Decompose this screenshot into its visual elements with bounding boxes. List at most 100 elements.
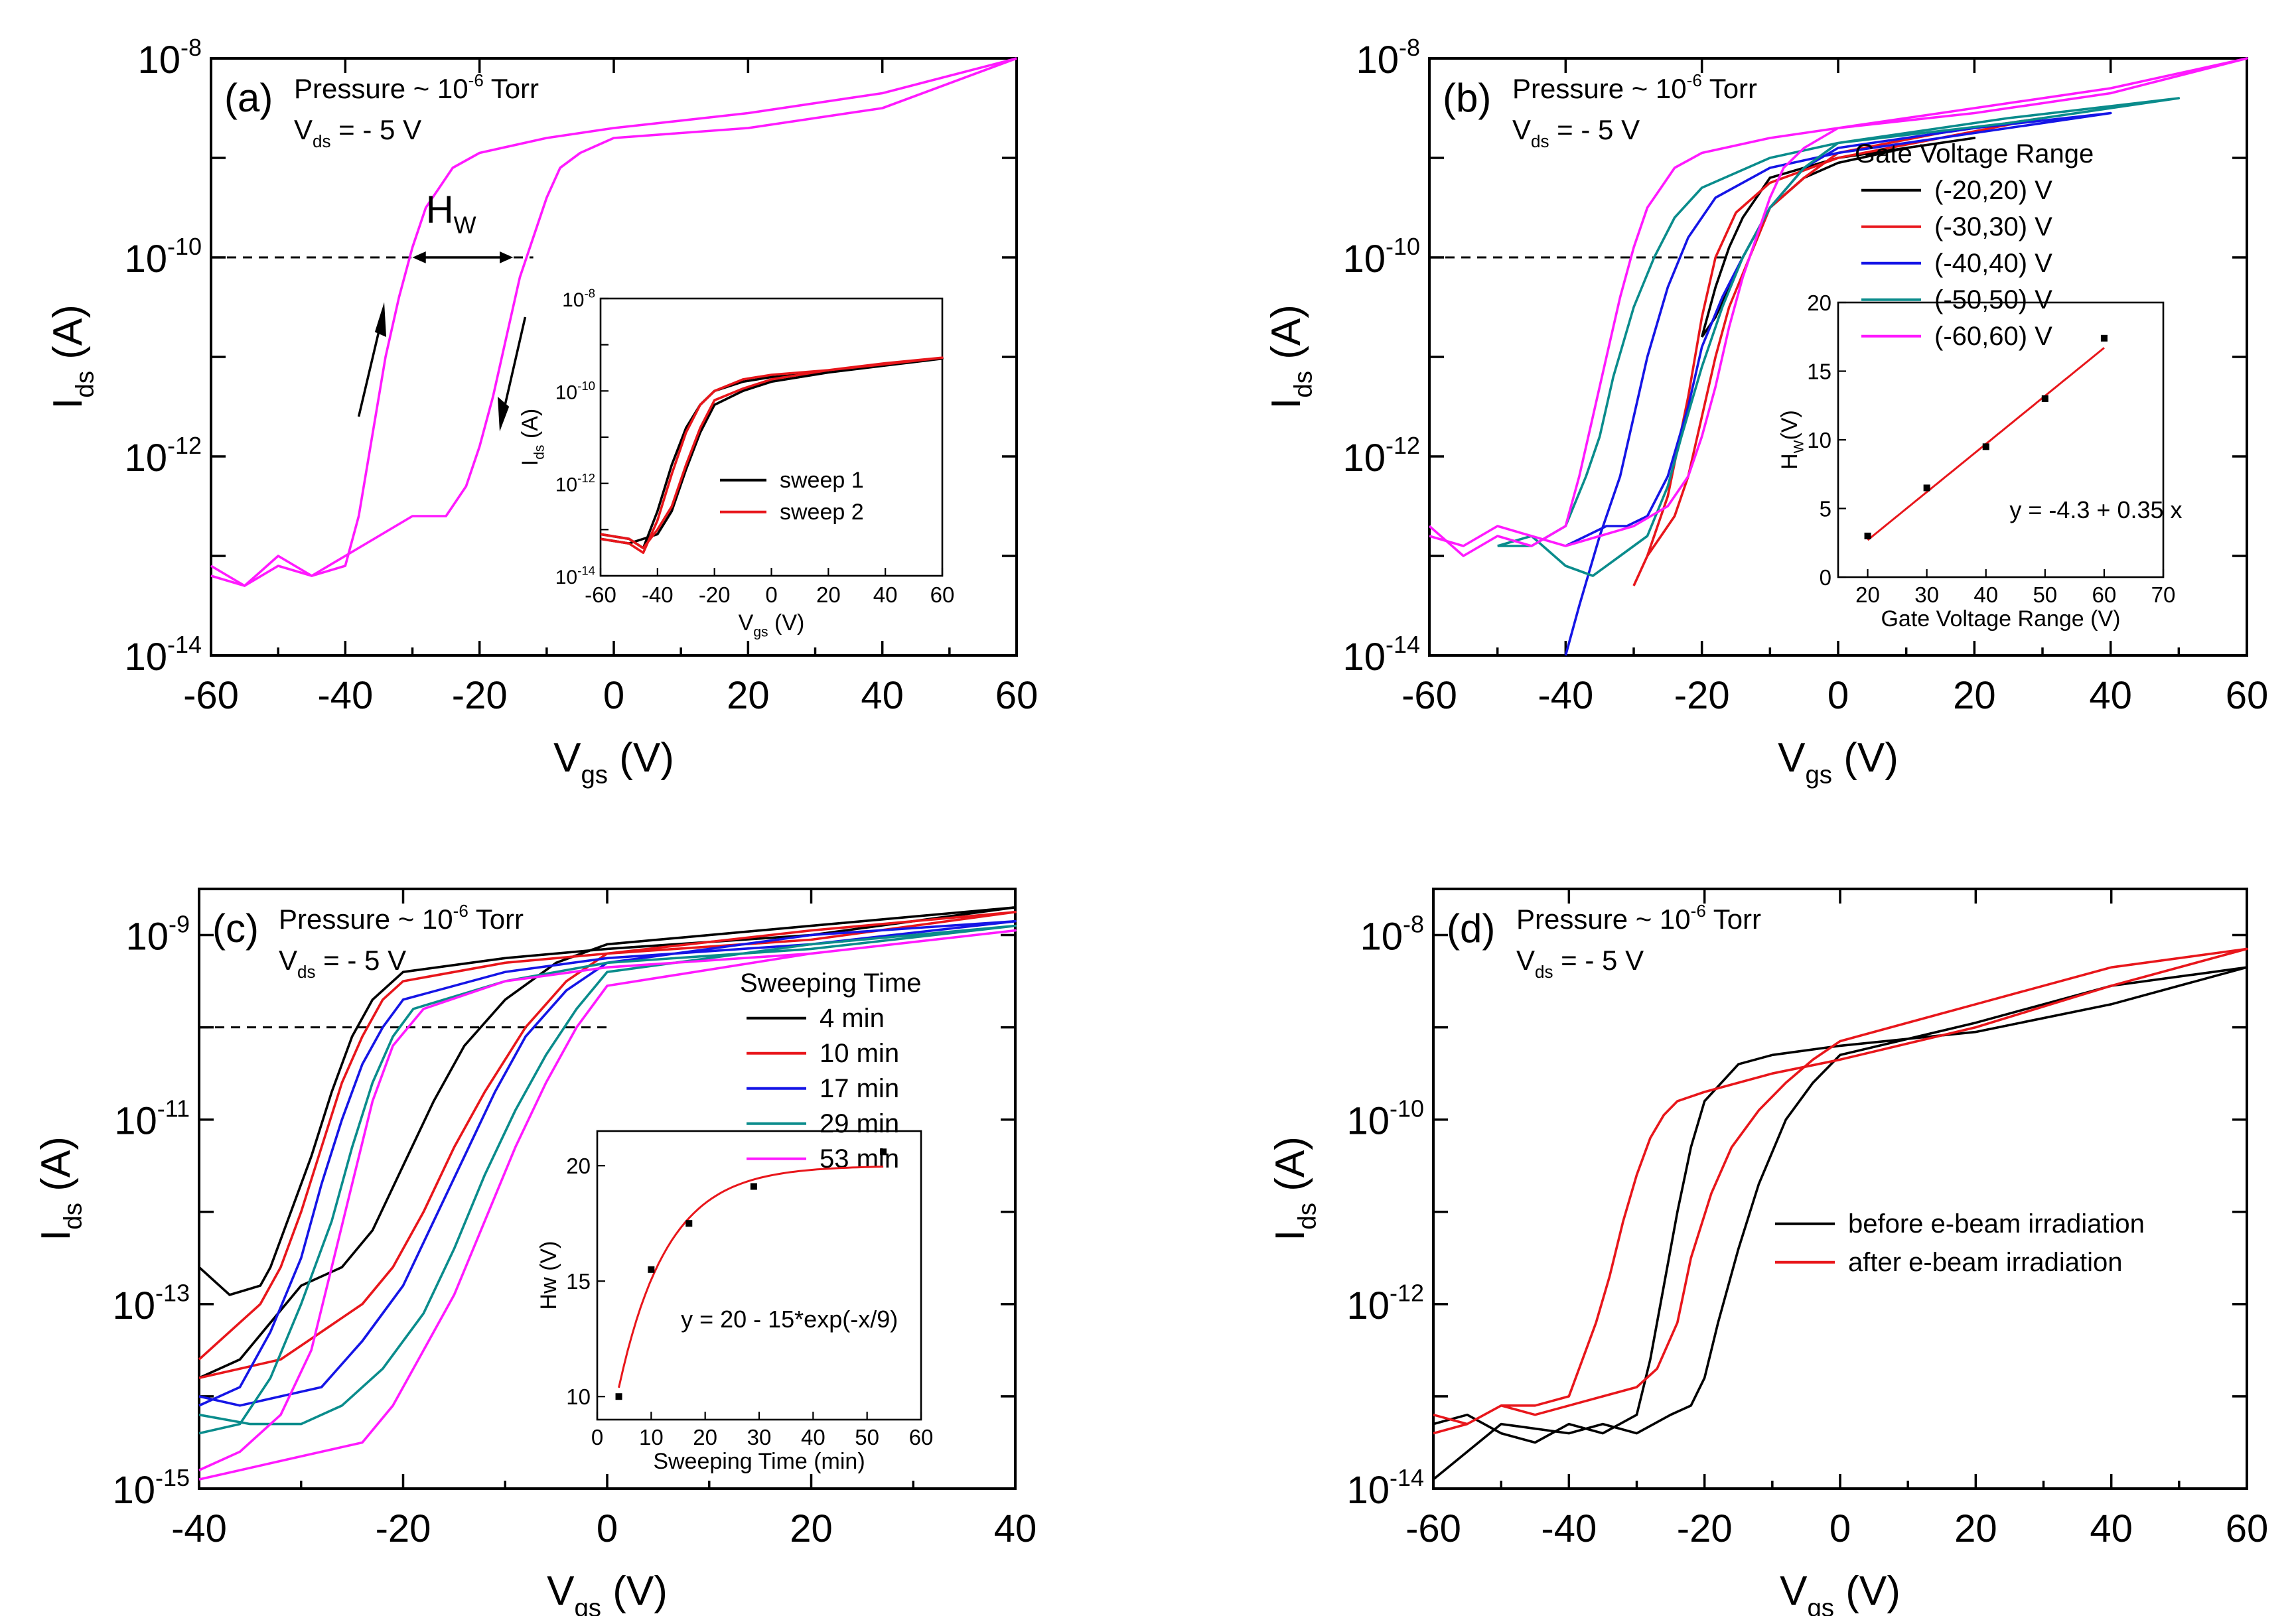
inset-c-x-tick-label: 40: [801, 1425, 825, 1449]
pressure-unit: Torr: [468, 904, 524, 935]
vds-annotation-sub: ds: [1531, 131, 1549, 151]
inset-b-x-tick-label: 70: [2151, 582, 2176, 607]
y-tick-label-exp: -11: [157, 1095, 190, 1122]
inset-a-y-tick-label-base: 10: [555, 567, 577, 588]
series-line-1: [1433, 947, 2248, 1435]
series-line-1: [210, 57, 1017, 587]
x-axis-label: Vgs (V): [547, 1568, 668, 1616]
inset-b-x-tick-label: 20: [1855, 582, 1880, 607]
y-tick-label: 10-11: [114, 1095, 190, 1143]
pressure-exp: -6: [1691, 901, 1706, 921]
legend-c-entry: 10 min: [820, 1039, 899, 1068]
x-axis-label: Vgs (V): [1780, 1568, 1901, 1616]
x-tick-label: -60: [183, 674, 239, 717]
x-tick-label: 60: [2226, 674, 2269, 717]
plot-frame: [210, 57, 1018, 657]
y-axis-label-main: I: [33, 1230, 79, 1241]
vds-annotation: Vds = - 5 V: [1512, 114, 1640, 151]
x-axis-label-unit: (V): [608, 735, 674, 781]
vds-annotation-main: V: [1516, 945, 1535, 976]
inset-b-y-label: HW(V): [1777, 410, 1807, 470]
y-axis-label-main: I: [45, 398, 91, 409]
legend-b-entry: (-50,50) V: [1934, 285, 2052, 314]
x-tick-label: 20: [727, 674, 770, 717]
y-tick-label-base: 10: [114, 1100, 157, 1143]
vds-annotation: Vds = - 5 V: [1516, 945, 1644, 982]
y-tick-label-exp: -14: [167, 631, 202, 658]
y-tick-label-exp: -9: [169, 910, 190, 937]
y-axis-label-sub: ds: [1289, 371, 1317, 398]
x-axis-label-unit: (V): [1832, 735, 1899, 781]
x-tick-label: -40: [171, 1507, 227, 1550]
pressure-unit: Torr: [1702, 73, 1757, 104]
y-tick-label-base: 10: [113, 1469, 156, 1512]
inset-a-y-tick-label-exp: -14: [577, 564, 595, 578]
inset-c-x-tick-label: 0: [591, 1425, 603, 1449]
inset-a-x-label-sub: gs: [753, 625, 768, 640]
hw-label-sub: W: [454, 212, 476, 239]
y-tick-label-base: 10: [1343, 237, 1386, 281]
inset-b-y-label-unit: (V): [1777, 410, 1802, 440]
inset-b-y-tick-label: 20: [1807, 291, 1831, 315]
inset-c-data-point: [685, 1220, 693, 1227]
y-tick-label: 10-14: [125, 631, 202, 679]
panel-label: (b): [1443, 76, 1491, 120]
inset-b-x-tick-label: 50: [2033, 582, 2057, 607]
x-axis-label-unit: (V): [1834, 1568, 1901, 1614]
series-line-2: [198, 919, 1017, 1407]
y-tick-label: 10-15: [113, 1464, 190, 1512]
pressure-text: Pressure ~ 10: [1512, 73, 1687, 104]
legend-b-entry: (-60,60) V: [1934, 322, 2052, 351]
y-tick-label-base: 10: [138, 38, 181, 82]
y-tick-label: 10-14: [1343, 631, 1420, 679]
inset-b-x-tick-label: 30: [1914, 582, 1939, 607]
reverse-arrow: [501, 316, 527, 417]
pressure-text: Pressure ~ 10: [1516, 904, 1691, 935]
hw-label-main: H: [426, 188, 454, 232]
panel-label: (a): [224, 76, 273, 120]
legend-c-title: Sweeping Time: [740, 969, 921, 998]
x-tick-label: 0: [603, 674, 624, 717]
legend-b-title: Gate Voltage Range: [1855, 139, 2094, 168]
y-tick-label-exp: -10: [1390, 1095, 1424, 1122]
inset-b-y-tick-label: 0: [1820, 565, 1831, 590]
inset-a-x-label-unit: (V): [768, 610, 805, 636]
y-tick-label: 10-10: [125, 233, 202, 281]
y-tick-label-base: 10: [1356, 38, 1399, 82]
y-axis-label-unit: (A): [1263, 304, 1309, 371]
series-line-0: [1432, 966, 2248, 1481]
inset-a-x-label: Vgs (V): [739, 610, 805, 640]
inset-a-y-tick-label: 10-14: [555, 564, 595, 589]
x-axis-label-main: V: [547, 1568, 575, 1614]
y-tick-label-exp: -8: [180, 34, 202, 61]
vds-annotation-sub: ds: [313, 131, 331, 151]
y-tick-label: 10-12: [1347, 1280, 1424, 1327]
y-tick-label-base: 10: [1360, 915, 1403, 959]
y-tick-label-base: 10: [125, 437, 168, 480]
inset-a-y-label: Ids (A): [518, 409, 547, 466]
inset-c-x-tick-label: 20: [693, 1425, 717, 1449]
inset-a-series-0: [600, 357, 944, 550]
inset-b-x-tick-label: 40: [1973, 582, 1998, 607]
inset-b-y-label-sub: W: [1792, 440, 1807, 453]
hw-arrowhead-right: [500, 251, 514, 263]
x-tick-label: 40: [2090, 1507, 2133, 1550]
inset-a-series-1: [600, 356, 944, 555]
panel-label: (c): [212, 906, 259, 951]
y-tick-label-base: 10: [1347, 1100, 1390, 1143]
x-tick-label: -40: [1541, 1507, 1597, 1550]
inset-a-y-tick-label: 10-8: [562, 287, 595, 312]
legend-b-entry: (-20,20) V: [1934, 176, 2052, 205]
y-tick-label-base: 10: [1343, 636, 1386, 679]
inset-a-legend-entry: sweep 1: [780, 468, 864, 493]
inset-a-y-tick-label-exp: -10: [577, 379, 595, 393]
inset-c-x-tick-label: 60: [909, 1425, 934, 1449]
legend-c-entry: 17 min: [820, 1074, 899, 1103]
inset-a-legend-entry: sweep 2: [780, 500, 864, 525]
x-tick-label: -60: [1405, 1507, 1461, 1550]
y-tick-label-exp: -8: [1403, 910, 1424, 937]
inset-b-data-point: [1982, 443, 1989, 450]
